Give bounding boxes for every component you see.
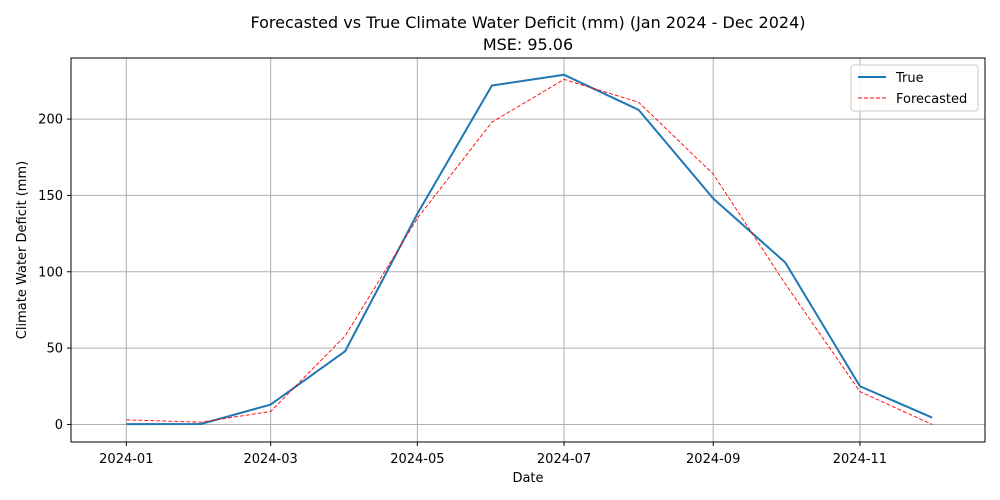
x-tick-label: 2024-11 [833,452,887,467]
chart-subtitle: MSE: 95.06 [483,35,573,54]
grid-lines [71,58,985,442]
legend: True Forecasted [850,64,979,112]
plot-series [126,73,933,426]
plot-frame [70,57,986,443]
y-tick-label: 50 [46,342,63,357]
legend-label-true: True [895,71,924,86]
legend-label-forecasted: Forecasted [896,92,967,107]
y-tick-label: 200 [38,113,63,128]
x-tick-label: 2024-07 [537,452,591,467]
x-tick-label: 2024-09 [686,452,740,467]
y-axis-label: Climate Water Deficit (mm) [15,161,30,339]
x-tick-label: 2024-01 [99,452,153,467]
chart-title: Forecasted vs True Climate Water Deficit… [250,13,805,32]
y-tick-label: 100 [38,265,63,280]
y-tick-label: 0 [55,418,63,433]
x-tick-label: 2024-03 [243,452,297,467]
y-tick-label: 150 [38,189,63,204]
series-line-forecasted [126,78,933,425]
x-tick-label: 2024-05 [390,452,444,467]
y-axis-ticks: 0 50 100 150 200 [38,113,71,433]
x-axis-ticks: 2024-01 2024-03 2024-05 2024-07 2024-09 2024-… [99,442,887,467]
x-axis-label: Date [512,471,543,486]
series-line-true [126,73,933,426]
